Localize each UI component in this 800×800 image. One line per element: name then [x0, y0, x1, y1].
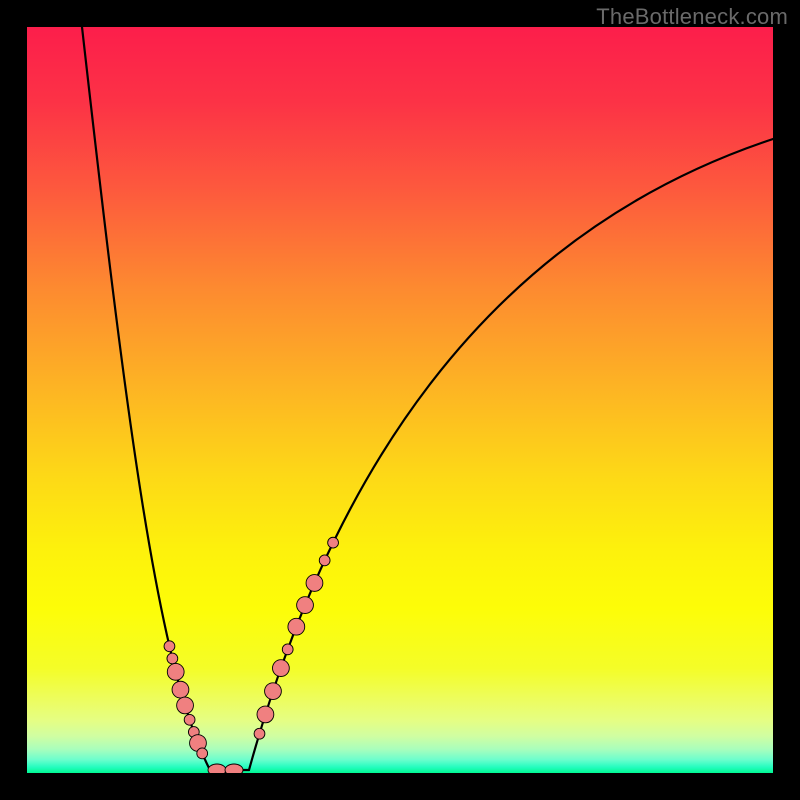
data-bead [257, 706, 274, 723]
data-bead [273, 660, 290, 677]
data-bead [167, 663, 184, 680]
data-bead [319, 555, 330, 566]
data-bead [164, 641, 175, 652]
bottleneck-curve-right [249, 139, 773, 770]
data-bead [184, 714, 195, 725]
data-bead-pill [208, 764, 226, 773]
curve-layer [27, 27, 773, 773]
data-bead [167, 653, 178, 664]
data-bead [297, 597, 314, 614]
data-bead [254, 728, 265, 739]
data-bead [282, 644, 293, 655]
plot-area [27, 27, 773, 773]
data-bead [265, 683, 282, 700]
outer-frame: TheBottleneck.com [0, 0, 800, 800]
data-beads [164, 537, 338, 773]
data-bead [172, 681, 189, 698]
data-bead [177, 697, 194, 714]
data-bead [306, 575, 323, 592]
data-bead [328, 537, 339, 548]
data-bead [288, 618, 305, 635]
bottleneck-curve-left [82, 27, 210, 770]
data-bead [197, 748, 208, 759]
data-bead-pill [225, 764, 243, 773]
watermark-text: TheBottleneck.com [596, 4, 788, 30]
